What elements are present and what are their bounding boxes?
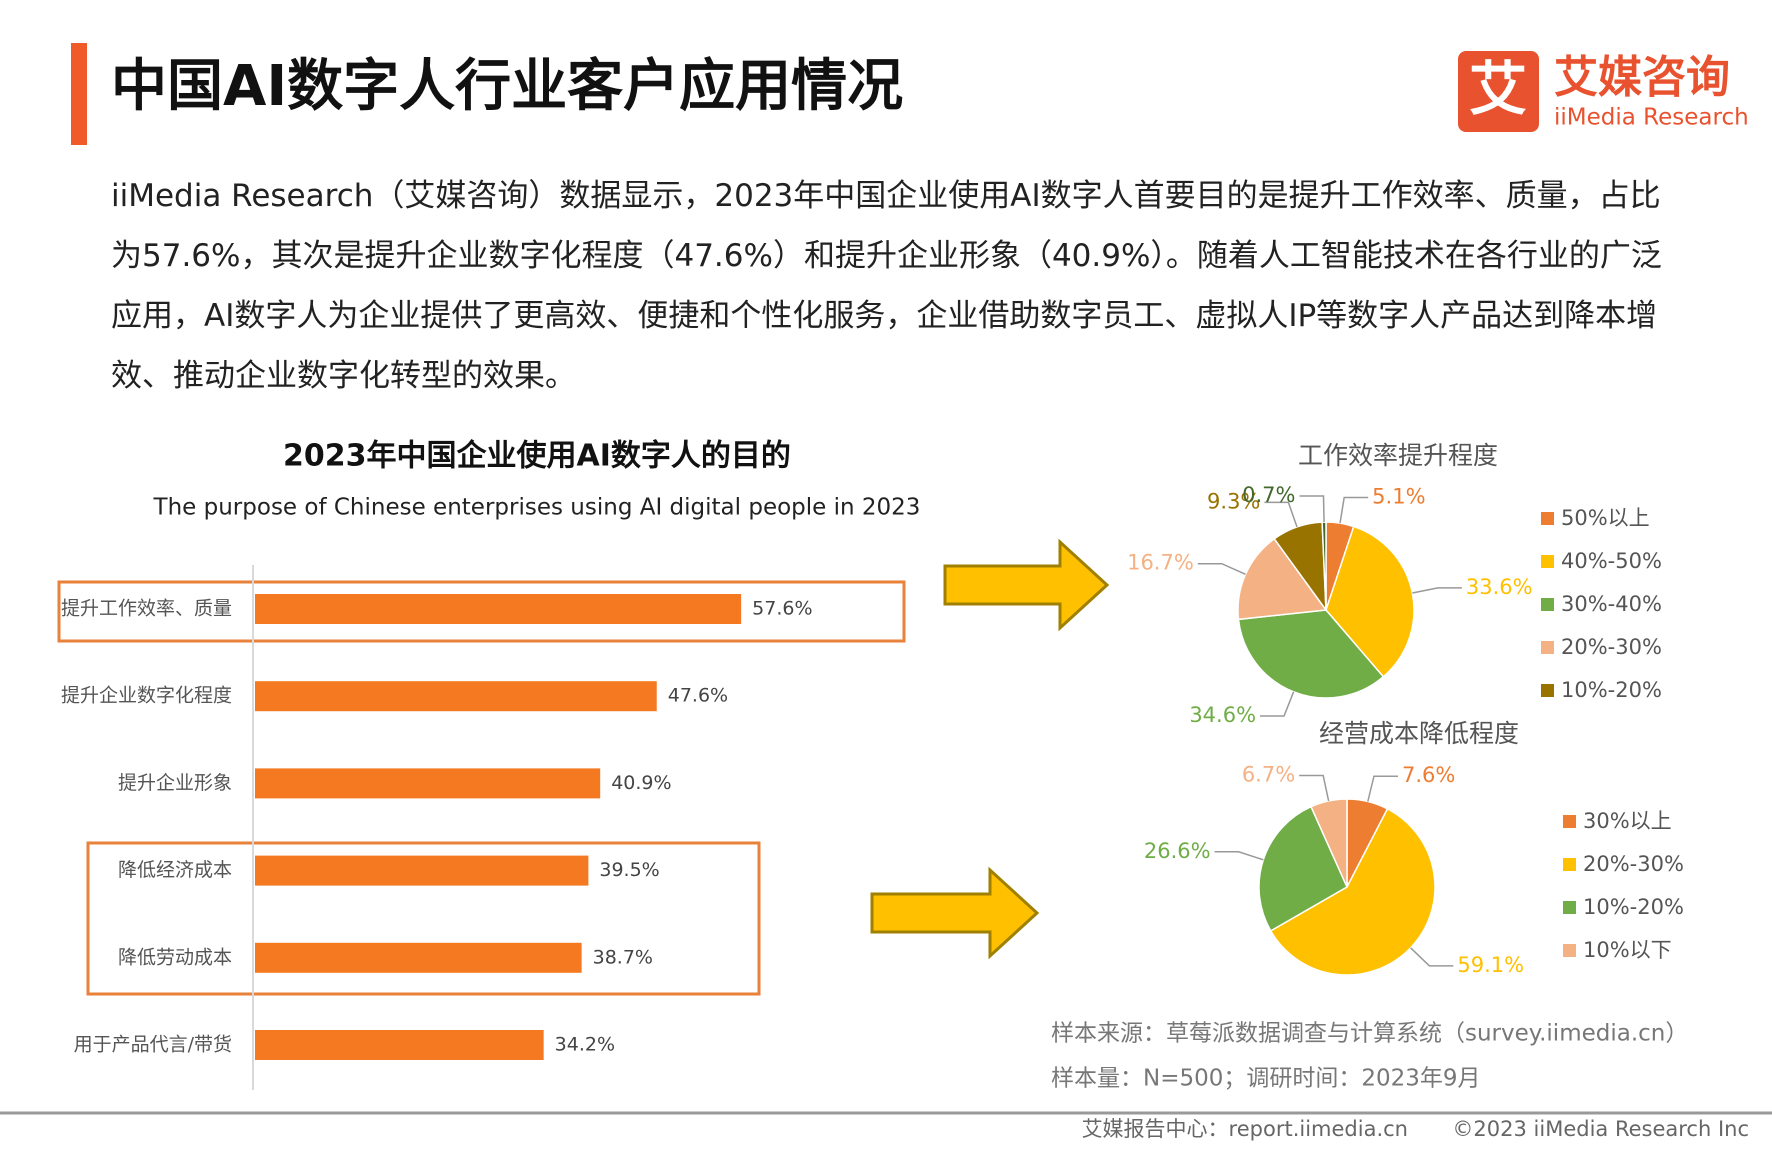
legend-label: 20%-30% <box>1583 852 1684 876</box>
leader-line <box>1214 851 1264 861</box>
leader-line <box>1299 495 1325 523</box>
pie-slice <box>1310 798 1348 888</box>
leader-line <box>1260 691 1295 717</box>
leader-line <box>1339 496 1369 524</box>
value-label: 39.5% <box>599 859 659 881</box>
pie-slice <box>1258 805 1348 932</box>
legend-swatch <box>1541 641 1554 654</box>
legend-label: 10%以下 <box>1583 938 1672 962</box>
chart-title: 经营成本降低程度 <box>1319 719 1519 748</box>
legend-swatch <box>1563 901 1576 914</box>
slice-label: 7.6% <box>1402 763 1455 787</box>
highlight-box <box>86 841 761 996</box>
slice-label: 5.1% <box>1372 484 1425 508</box>
legend-label: 10%-20% <box>1561 678 1662 702</box>
leader-line <box>1412 587 1462 594</box>
logo-box <box>1458 51 1539 132</box>
category-label: 用于产品代言/带货 <box>74 1034 232 1056</box>
bar <box>255 942 582 973</box>
value-label: 38.7% <box>593 946 653 968</box>
legend-swatch <box>1563 858 1576 871</box>
pie-slice <box>1237 609 1385 699</box>
leader-line <box>1197 562 1246 575</box>
slice-label: 0.7% <box>1242 483 1295 507</box>
leader-line <box>1410 947 1454 967</box>
source-text: 样本来源：草莓派数据调查与计算系统（survey.iimedia.cn） <box>1051 1021 1688 1047</box>
value-label: 47.6% <box>668 685 728 707</box>
value-label: 34.2% <box>555 1034 615 1056</box>
body-paragraph: iiMedia Research（艾媒咨询）数据显示，2023年中国企业使用AI… <box>111 178 1662 394</box>
legend-label: 50%以上 <box>1561 506 1650 530</box>
page-title: 中国AI数字人行业客户应用情况 <box>111 54 903 119</box>
value-label: 40.9% <box>611 772 671 794</box>
leader-line <box>1367 775 1398 802</box>
leader-line <box>1264 501 1298 528</box>
slice-label: 34.6% <box>1189 703 1256 727</box>
footer-text: 艾媒报告中心：report.iimedia.cn <box>1082 1117 1408 1141</box>
chart-title: 2023年中国企业使用AI数字人的目的 <box>283 439 791 474</box>
legend-label: 30%以上 <box>1583 809 1672 833</box>
legend-label: 20%-30% <box>1561 635 1662 659</box>
chart-title: 工作效率提升程度 <box>1298 441 1498 470</box>
category-label: 提升企业形象 <box>118 772 232 794</box>
legend-swatch <box>1541 512 1554 525</box>
legend-swatch <box>1541 555 1554 568</box>
title-accent <box>71 43 87 145</box>
logo-icon: 艾 <box>1469 55 1527 123</box>
slice-label: 6.7% <box>1242 763 1295 787</box>
legend-swatch <box>1541 598 1554 611</box>
bar <box>255 1030 544 1060</box>
arrow <box>870 866 1040 960</box>
category-label: 提升工作效率、质量 <box>61 598 232 620</box>
logo-cn: 艾媒咨询 <box>1554 52 1730 103</box>
legend-label: 10%-20% <box>1583 895 1684 919</box>
slice-label: 59.1% <box>1457 953 1524 977</box>
value-label: 57.6% <box>752 598 812 620</box>
legend-label: 40%-50% <box>1561 549 1662 573</box>
category-label: 提升企业数字化程度 <box>61 685 232 707</box>
legend-swatch <box>1563 944 1576 957</box>
logo-en: iiMedia Research <box>1554 105 1749 131</box>
legend-swatch <box>1563 815 1576 828</box>
source-text: 样本量：N=500；调研时间：2023年9月 <box>1051 1066 1481 1092</box>
arrow <box>943 538 1110 632</box>
highlight-box <box>57 580 906 643</box>
category-label: 降低经济成本 <box>118 859 232 881</box>
category-label: 降低劳动成本 <box>118 946 232 968</box>
leader-line <box>1299 774 1330 802</box>
slice-label: 33.6% <box>1466 575 1533 599</box>
bar <box>255 855 589 886</box>
slice-label: 16.7% <box>1127 551 1194 575</box>
legend-swatch <box>1541 684 1554 697</box>
footer-copyright: ©2023 iiMedia Research Inc <box>1452 1117 1749 1141</box>
slice-label: 26.6% <box>1144 839 1211 863</box>
bar <box>255 594 742 624</box>
bar <box>255 768 601 799</box>
bar <box>255 681 657 712</box>
chart-subtitle: The purpose of Chinese enterprises using… <box>153 495 921 521</box>
legend-label: 30%-40% <box>1561 592 1662 616</box>
slice-label: 9.3% <box>1207 489 1260 513</box>
pie-slice <box>1325 525 1415 678</box>
